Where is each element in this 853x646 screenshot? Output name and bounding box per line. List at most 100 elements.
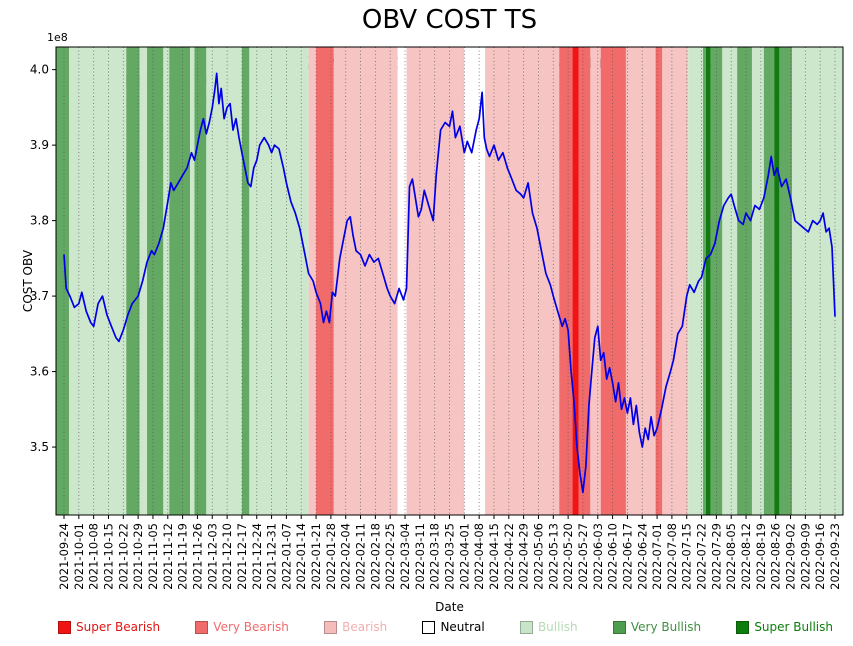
sentiment-band-bullish	[751, 47, 764, 515]
sentiment-band-neutral	[464, 47, 486, 515]
sentiment-band-very_bullish	[169, 47, 191, 515]
legend-item-super-bullish: Super Bullish	[736, 620, 833, 634]
x-tick-label: 2022-01-07	[279, 523, 293, 590]
x-tick-label: 2022-02-11	[354, 523, 368, 590]
super-bearish-swatch-icon	[58, 620, 71, 634]
x-tick-label: 2022-04-22	[502, 523, 516, 590]
x-tick-label: 2021-11-05	[146, 523, 160, 590]
x-tick-label: 2022-07-29	[709, 523, 723, 590]
x-tick-label: 2021-11-26	[190, 523, 204, 590]
legend-item-neutral: Neutral	[422, 620, 485, 634]
x-tick-label: 2021-10-29	[131, 523, 145, 590]
y-axis-offset-label: 1e8	[47, 31, 68, 44]
legend-item-bullish: Bullish	[519, 620, 578, 634]
very-bearish-swatch-icon	[195, 620, 209, 634]
x-tick-label: 2022-08-12	[739, 523, 753, 590]
x-tick-label: 2022-06-03	[591, 523, 605, 590]
x-tick-label: 2022-03-11	[413, 523, 427, 590]
sentiment-legend: Super Bearish Very Bearish Bearish Neutr…	[58, 620, 833, 634]
sentiment-band-bullish	[163, 47, 170, 515]
sentiment-band-bearish	[590, 47, 601, 515]
legend-label: Neutral	[440, 620, 485, 634]
x-tick-label: 2021-09-24	[57, 523, 71, 590]
x-axis-title: Date	[435, 600, 464, 614]
sentiment-band-very_bullish	[710, 47, 723, 515]
x-tick-label: 2022-04-15	[487, 523, 501, 590]
x-tick-label: 2022-09-23	[828, 523, 842, 590]
legend-label: Bullish	[537, 620, 578, 634]
very-bullish-swatch-icon	[612, 620, 626, 634]
y-tick-label: 4.0	[30, 63, 49, 77]
sentiment-band-very_bullish	[737, 47, 752, 515]
y-tick-label: 3.8	[30, 214, 49, 228]
x-tick-label: 2022-06-10	[606, 523, 620, 590]
x-tick-label: 2021-11-12	[161, 523, 175, 590]
sentiment-band-super_bullish	[774, 47, 780, 515]
sentiment-band-bearish	[485, 47, 560, 515]
sentiment-band-neutral	[397, 47, 407, 515]
legend-item-very-bullish: Very Bullish	[612, 620, 702, 634]
obv-line	[63, 72, 836, 494]
x-tick-label: 2022-02-04	[339, 523, 353, 590]
x-tick-label: 2022-02-18	[368, 523, 382, 590]
x-tick-label: 2022-09-02	[784, 523, 798, 590]
x-tick-label: 2022-07-01	[650, 523, 664, 590]
sentiment-band-very_bullish	[763, 47, 775, 515]
sentiment-band-very_bearish	[578, 47, 591, 515]
x-tick-label: 2022-06-17	[620, 523, 634, 590]
x-tick-label: 2022-07-08	[665, 523, 679, 590]
x-tick-label: 2022-01-21	[309, 523, 323, 590]
x-tick-label: 2022-08-26	[769, 523, 783, 590]
y-tick-label: 3.5	[30, 440, 49, 454]
sentiment-band-bullish	[249, 47, 309, 515]
x-tick-label: 2022-07-22	[695, 523, 709, 590]
sentiment-band-bullish	[688, 47, 704, 515]
x-tick-label: 2022-01-28	[324, 523, 338, 590]
x-tick-label: 2022-09-09	[798, 523, 812, 590]
sentiment-band-very_bullish	[56, 47, 70, 515]
sentiment-band-bullish	[190, 47, 195, 515]
x-tick-label: 2022-02-25	[383, 523, 397, 590]
super-bullish-swatch-icon	[736, 620, 750, 634]
x-tick-label: 2021-12-10	[220, 523, 234, 590]
y-tick-label: 3.9	[30, 138, 49, 152]
x-tick-label: 2021-12-03	[205, 523, 219, 590]
sentiment-band-very_bullish	[126, 47, 140, 515]
x-tick-label: 2021-10-08	[87, 523, 101, 590]
sentiment-band-very_bullish	[194, 47, 207, 515]
x-tick-label: 2021-10-22	[116, 523, 130, 590]
x-tick-label: 2022-04-29	[517, 523, 531, 590]
x-tick-label: 2022-01-14	[294, 523, 308, 590]
legend-label: Very Bullish	[630, 620, 702, 634]
legend-label: Super Bearish	[76, 620, 161, 634]
sentiment-band-bullish	[792, 47, 843, 515]
sentiment-band-bearish	[406, 47, 465, 515]
x-tick-label: 2022-05-06	[531, 523, 545, 590]
sentiment-band-bullish	[722, 47, 738, 515]
x-tick-label: 2021-12-31	[265, 523, 279, 590]
x-tick-label: 2022-03-18	[428, 523, 442, 590]
legend-item-bearish: Bearish	[324, 620, 387, 634]
neutral-swatch-icon	[422, 620, 436, 634]
legend-label: Bearish	[342, 620, 388, 634]
legend-item-super-bearish: Super Bearish	[58, 620, 160, 634]
x-tick-label: 2021-10-15	[101, 523, 115, 590]
sentiment-band-very_bullish	[703, 47, 707, 515]
x-tick-label: 2022-09-16	[813, 523, 827, 590]
x-tick-label: 2022-05-20	[561, 523, 575, 590]
sentiment-band-very_bearish	[655, 47, 663, 515]
x-tick-label: 2021-12-24	[250, 523, 264, 590]
legend-item-very-bearish: Very Bearish	[195, 620, 289, 634]
sentiment-band-bearish	[333, 47, 398, 515]
sentiment-band-super_bullish	[706, 47, 711, 515]
page-title: OBV COST TS	[361, 5, 538, 35]
sentiment-band-very_bullish	[779, 47, 793, 515]
x-tick-label: 2022-04-08	[472, 523, 486, 590]
x-tick-label: 2021-11-19	[176, 523, 190, 590]
x-tick-label: 2022-03-04	[398, 523, 412, 590]
x-tick-label: 2022-03-25	[443, 523, 457, 590]
sentiment-band-bullish	[69, 47, 127, 515]
sentiment-band-bearish	[625, 47, 656, 515]
